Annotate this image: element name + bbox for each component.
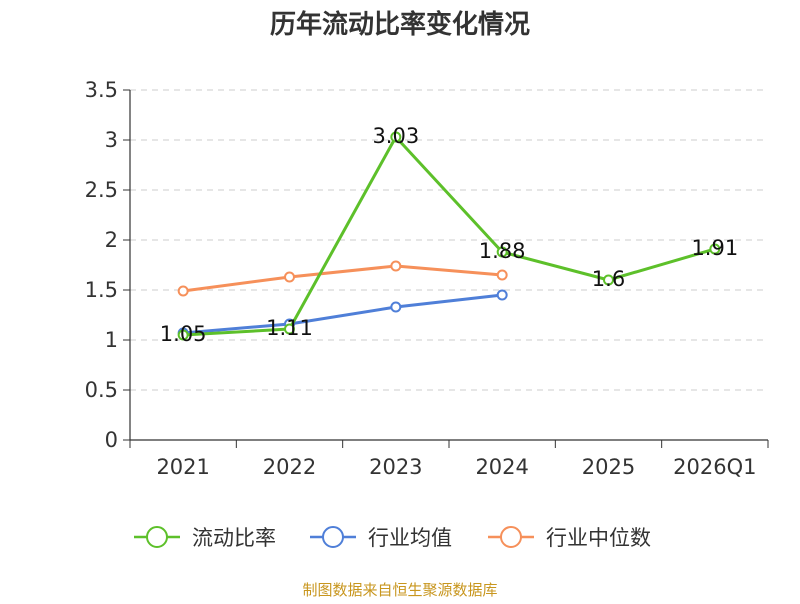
legend-swatch-marker (322, 526, 344, 548)
data-point (177, 329, 189, 341)
y-tick-label: 3 (105, 128, 118, 152)
data-label: 1.6 (592, 267, 625, 291)
data-point (496, 289, 508, 301)
data-point (390, 131, 402, 143)
data-label: 1.05 (160, 322, 207, 346)
label-layer: 1.05 1.11 3.03 1.88 1.6 1.91 (160, 124, 738, 346)
series-line (182, 264, 503, 293)
data-point (284, 323, 295, 335)
y-tick-label: 0 (105, 428, 118, 452)
series-line (183, 293, 503, 335)
series-layer (177, 131, 721, 341)
legend-label: 流动比率 (192, 526, 276, 550)
axis-layer: 0 0.5 1 1.5 2 2.5 3 3.5 2021 2022 2023 2024 2025 2026… (85, 78, 769, 479)
data-point (390, 301, 402, 313)
data-point (496, 246, 508, 258)
legend: 流动比率 行业均值 行业中位数 (134, 526, 651, 550)
y-tick-label: 1.5 (85, 278, 118, 302)
data-point (496, 269, 508, 281)
x-tick-label: 2026Q1 (673, 455, 756, 479)
data-label: 3.03 (372, 124, 419, 148)
series-line (183, 135, 716, 337)
legend-label: 行业中位数 (546, 526, 651, 550)
data-point (177, 285, 189, 297)
y-tick-label: 2.5 (85, 178, 118, 202)
data-label: 1.88 (479, 239, 526, 263)
source-note: 制图数据来自恒生聚源数据库 (302, 581, 497, 599)
data-label: 1.91 (691, 236, 738, 260)
chart-title: 历年流动比率变化情况 (270, 9, 530, 40)
data-point (603, 274, 614, 286)
data-point (390, 260, 402, 272)
data-point (284, 271, 295, 283)
data-point (709, 243, 721, 255)
y-tick-label: 1 (105, 328, 118, 352)
legend-swatch-marker (500, 526, 522, 548)
x-tick-label: 2021 (156, 455, 209, 479)
data-label: 1.11 (266, 316, 313, 340)
y-tick-label: 0.5 (85, 378, 118, 402)
x-tick-label: 2023 (369, 455, 422, 479)
x-tick-label: 2022 (263, 455, 316, 479)
x-tick-label: 2025 (582, 455, 635, 479)
y-tick-label: 3.5 (85, 78, 118, 102)
y-tick-label: 2 (105, 228, 118, 252)
legend-swatch-marker (146, 526, 168, 548)
grid-layer (130, 89, 768, 391)
x-tick-label: 2024 (475, 455, 528, 479)
legend-label: 行业均值 (368, 526, 452, 550)
